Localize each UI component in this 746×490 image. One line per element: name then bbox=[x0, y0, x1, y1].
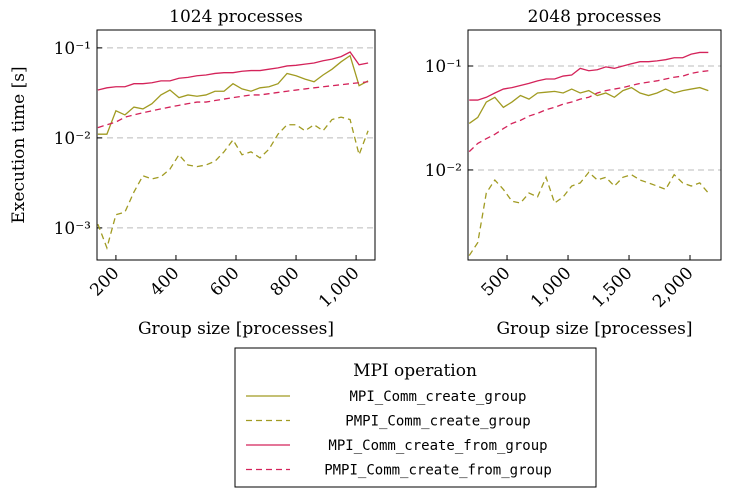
y-tick-label: 10⁻¹ bbox=[425, 57, 462, 77]
series-line bbox=[468, 171, 709, 256]
axes-frame bbox=[467, 29, 722, 261]
series-line bbox=[97, 51, 369, 91]
series-line bbox=[468, 70, 709, 153]
x-tick-label: 800 bbox=[266, 263, 303, 300]
legend-label: MPI_Comm_create_from_group bbox=[328, 438, 547, 454]
legend-label: PMPI_Comm_create_group bbox=[345, 414, 530, 430]
y-tick-label: 10⁻² bbox=[425, 161, 462, 181]
plot-area bbox=[468, 51, 709, 256]
chart-title: 1024 processes bbox=[169, 7, 303, 27]
x-tick-label: 400 bbox=[146, 263, 183, 300]
legend-label: PMPI_Comm_create_from_group bbox=[324, 463, 552, 479]
chart-title: 2048 processes bbox=[528, 7, 662, 27]
legend-title: MPI operation bbox=[353, 361, 477, 381]
x-tick-label: 2,000 bbox=[649, 263, 698, 312]
legend-label: MPI_Comm_create_group bbox=[349, 389, 526, 405]
series-line bbox=[97, 54, 369, 135]
y-tick-label: 10⁻² bbox=[54, 129, 91, 149]
x-tick-label: 1,500 bbox=[588, 263, 637, 312]
series-line bbox=[468, 86, 709, 124]
plot-area bbox=[97, 51, 369, 250]
y-tick-label: 10⁻³ bbox=[54, 219, 91, 239]
series-line bbox=[469, 51, 709, 101]
x-tick-label: 600 bbox=[206, 263, 243, 300]
x-tick-label: 1,000 bbox=[527, 263, 576, 312]
axes-frame bbox=[96, 29, 376, 261]
x-tick-label: 500 bbox=[477, 263, 514, 300]
x-tick-label: 1,000 bbox=[315, 263, 364, 312]
legend-box bbox=[234, 347, 597, 488]
y-axis-label: Execution time [s] bbox=[9, 66, 29, 223]
series-line bbox=[97, 81, 369, 129]
x-axis-label: Group size [processes] bbox=[496, 319, 692, 339]
x-axis-label: Group size [processes] bbox=[138, 319, 334, 339]
x-tick-label: 200 bbox=[86, 263, 123, 300]
y-tick-label: 10⁻¹ bbox=[54, 39, 91, 59]
